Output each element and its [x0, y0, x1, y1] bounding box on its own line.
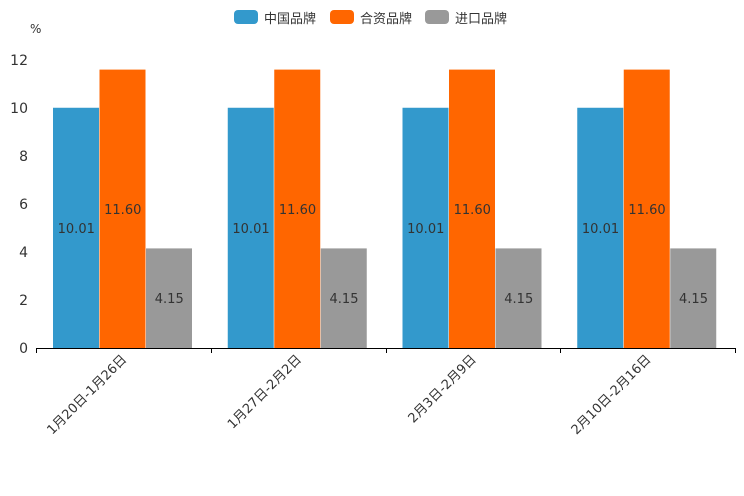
- y-tick-label-8: 8: [19, 149, 28, 165]
- y-tick-label-0: 0: [19, 341, 28, 357]
- legend-label-import-brand: 进口品牌: [455, 11, 508, 27]
- bar-3-category-1: [146, 248, 192, 348]
- data-label-2-category-4: 11.60: [628, 203, 665, 218]
- bar-2-category-1: [99, 69, 146, 348]
- data-label-2-category-3: 11.60: [454, 203, 491, 218]
- data-label-3-category-1: 4.15: [155, 292, 184, 307]
- bar-3-category-4: [670, 248, 717, 348]
- y-tick-label-2: 2: [19, 293, 28, 309]
- legend-label-joint-venture-brand: 合资品牌: [360, 11, 413, 27]
- data-label-3-category-2: 4.15: [330, 292, 359, 307]
- data-label-2-category-1: 11.60: [104, 203, 141, 218]
- bar-3-category-3: [495, 248, 542, 348]
- bar-3-category-2: [320, 248, 367, 348]
- bar-1-category-3: [402, 107, 449, 348]
- data-label-1-category-1: 10.01: [58, 222, 95, 237]
- y-tick-label-12: 12: [10, 53, 28, 69]
- bar-2-category-4: [623, 69, 670, 348]
- y-tick-label-6: 6: [19, 197, 28, 213]
- y-tick-label-4: 4: [19, 245, 28, 261]
- x-tick-label-3: 2月3日-2月9日: [406, 352, 480, 426]
- bar-1-category-1: [53, 107, 99, 348]
- y-tick-label-10: 10: [10, 101, 28, 117]
- data-label-3-category-3: 4.15: [504, 292, 533, 307]
- data-label-1-category-2: 10.01: [232, 222, 269, 237]
- legend-label-china-brand: 中国品牌: [264, 11, 317, 27]
- chart-legend: 中国品牌 合资品牌 进口品牌: [0, 6, 744, 28]
- legend-swatch-import-brand: [425, 10, 449, 24]
- x-tick-label-1: 1月20日-1月26日: [44, 352, 130, 438]
- data-label-1-category-4: 10.01: [582, 222, 619, 237]
- y-axis-unit-label: %: [30, 22, 41, 36]
- legend-item-china-brand[interactable]: 中国品牌: [234, 6, 316, 28]
- legend-swatch-joint-venture-brand: [330, 10, 354, 24]
- legend-item-import-brand[interactable]: 进口品牌: [425, 6, 507, 28]
- legend-item-joint-venture-brand[interactable]: 合资品牌: [330, 6, 412, 28]
- legend-swatch-china-brand: [234, 10, 258, 24]
- bar-1-category-2: [227, 107, 274, 348]
- data-label-2-category-2: 11.60: [279, 203, 316, 218]
- bar-1-category-4: [577, 107, 624, 348]
- data-label-1-category-3: 10.01: [407, 222, 444, 237]
- bar-2-category-3: [449, 69, 495, 348]
- data-label-3-category-4: 4.15: [679, 292, 708, 307]
- x-tick-label-4: 2月10日-2月16日: [569, 352, 655, 438]
- x-tick-label-2: 1月27日-2月2日: [225, 352, 305, 432]
- bar-2-category-2: [274, 69, 321, 348]
